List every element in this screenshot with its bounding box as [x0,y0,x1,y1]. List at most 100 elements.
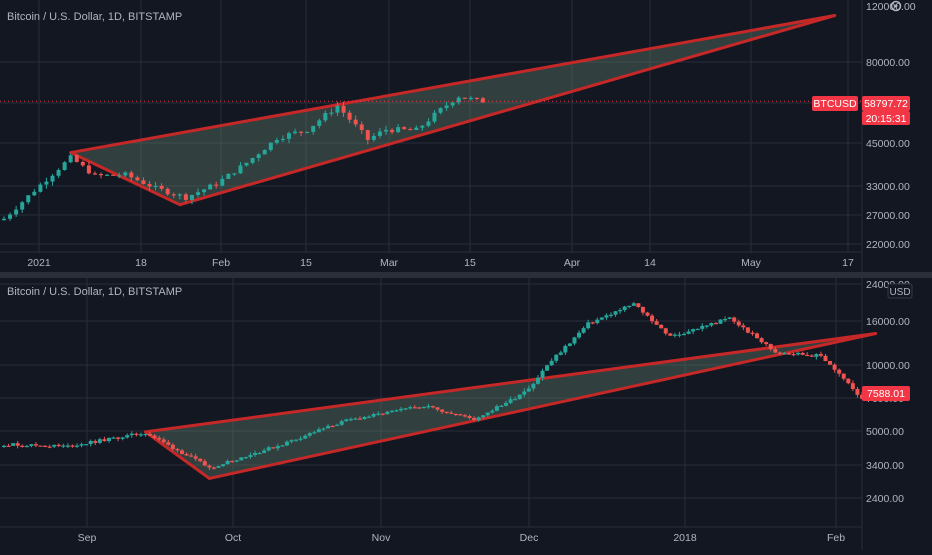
candle [8,212,13,221]
candle [809,354,814,357]
y-tick-label: 16000.00 [866,316,910,328]
top-wedge[interactable] [69,14,837,207]
candle [759,337,764,344]
candle [166,439,171,446]
top-panel[interactable]: 120000.0080000.0058000.0045000.0033000.0… [0,0,916,272]
candle [183,192,188,203]
top-time-axis[interactable]: 2021 18 Feb 15 Mar 15 Apr 14 May 17 [27,257,854,269]
panel-separator[interactable] [0,272,932,278]
candle [61,443,66,448]
candle [239,457,244,461]
svg-text:7588.01: 7588.01 [867,388,905,400]
bottom-time-axis[interactable]: Sep Oct Nov Dec 2018 Feb [78,532,846,544]
currency-button[interactable]: USD [887,283,913,299]
candle [232,173,237,177]
candle [353,115,358,128]
candle [723,316,728,323]
candle [68,153,73,164]
candle [14,205,19,217]
x-tick-label: Mar [380,257,399,269]
candle [75,443,80,448]
candle [764,341,769,346]
candle [800,351,805,356]
candle [581,326,586,334]
wedge-lower-trendline[interactable] [143,430,211,480]
candle [92,171,97,175]
candle [311,125,316,135]
wedge-fill[interactable] [70,15,835,205]
candle [170,443,175,451]
candle [695,328,700,331]
candle [143,433,148,437]
candle [284,440,289,447]
candle [141,177,146,185]
candle [777,351,782,355]
candle [359,121,364,135]
candle [97,437,102,445]
candle [317,118,322,129]
candle [226,173,231,180]
candle [595,317,600,325]
wedge-support-trendline[interactable] [207,332,878,480]
candle [189,452,194,458]
candle [563,344,568,356]
candle [376,411,381,416]
candle [782,351,787,355]
top-price-axis[interactable]: 120000.0080000.0058000.0045000.0033000.0… [866,1,916,251]
candle [298,435,303,442]
candle [52,444,57,449]
candle [677,331,682,338]
candle [357,416,362,420]
candle [348,417,353,422]
candle [268,142,273,152]
candle [20,201,25,214]
candle [823,353,828,362]
gear-icon[interactable] [890,0,902,12]
candle [365,129,370,145]
candle [129,431,134,438]
candle [504,400,509,407]
candle [253,450,258,457]
candle [494,404,499,412]
candle [371,412,376,418]
candle [347,110,352,124]
y-tick-label: 33000.00 [866,181,910,193]
candle [604,313,609,320]
candle [147,180,152,191]
candle [271,446,276,449]
wedge-upper-trendline[interactable] [143,332,878,434]
top-last-price-label: 58797.72 [862,96,910,111]
candle [599,317,604,321]
candle [659,324,664,329]
bottom-wedge[interactable] [143,332,878,480]
candle [316,427,321,433]
candle [335,101,340,116]
bottom-panel[interactable]: 24000.0016000.0010000.007600.005000.0034… [0,278,913,550]
candle [444,411,449,415]
candle [713,322,718,325]
wedge-fill[interactable] [145,333,876,479]
wedge-lower-trendline[interactable] [69,151,182,207]
candle [207,464,212,471]
candle [814,353,819,360]
candle [56,443,61,448]
x-tick-label: 15 [300,257,312,269]
candle [622,305,627,313]
candle [102,436,107,442]
candle [627,305,632,309]
candle [383,125,388,135]
candle [256,153,261,162]
candle [20,444,25,448]
candle [120,436,125,441]
candle [248,452,253,459]
candle [202,459,207,467]
candle [74,153,79,163]
svg-text:20:15:31: 20:15:31 [866,113,907,125]
candle [171,192,176,199]
wedge-upper-trendline[interactable] [69,14,837,155]
candle [24,444,29,448]
candle [225,459,230,465]
wedge-support-trendline[interactable] [178,14,837,207]
